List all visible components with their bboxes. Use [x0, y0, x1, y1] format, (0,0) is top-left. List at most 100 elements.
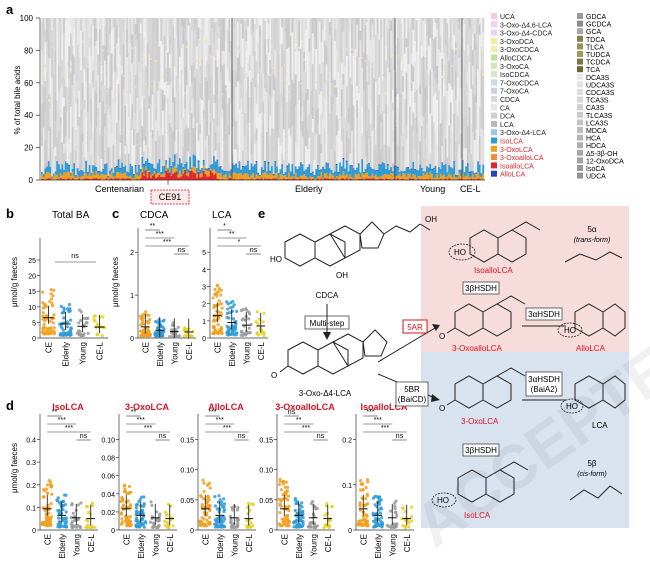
stacked-bar-segment — [230, 18, 233, 41]
stacked-bar-segment — [51, 47, 54, 59]
stacked-bar-segment — [286, 143, 289, 166]
stacked-bar-segment — [47, 178, 50, 180]
stacked-bar-segment — [472, 171, 474, 174]
legend-swatch — [491, 137, 497, 144]
stacked-bar-segment — [444, 176, 447, 179]
stacked-bar-segment — [414, 61, 417, 92]
stacked-bar-segment — [150, 18, 152, 53]
stacked-bar-segment — [282, 173, 285, 175]
stacked-bar-segment — [47, 162, 50, 172]
stacked-bar-segment — [213, 174, 215, 180]
stacked-bar-segment — [245, 128, 248, 166]
stacked-bar-segment — [412, 161, 415, 175]
stacked-bar-segment — [439, 123, 442, 170]
stacked-bar-segment — [282, 174, 285, 176]
panel-a-ytick-label: 100 — [20, 14, 34, 23]
stacked-bar-segment — [206, 135, 209, 169]
stacked-bar-segment — [426, 69, 428, 86]
stacked-bar-segment — [114, 46, 117, 49]
stacked-bar-segment — [69, 173, 72, 177]
stacked-bar-segment — [226, 29, 229, 70]
stacked-bar-segment — [182, 44, 185, 75]
data-point — [246, 501, 251, 506]
stacked-bar-segment — [167, 52, 169, 86]
data-point — [301, 522, 305, 526]
stacked-bar-segment — [182, 173, 185, 180]
stacked-bar-segment — [436, 83, 439, 101]
stacked-bar-segment — [349, 153, 352, 165]
stacked-bar-segment — [426, 49, 428, 70]
stacked-bar-segment — [211, 164, 214, 165]
stacked-bar-segment — [136, 174, 139, 180]
stacked-bar-segment — [240, 179, 243, 180]
stacked-bar-segment — [165, 103, 168, 116]
stacked-bar-segment — [388, 18, 391, 29]
stacked-bar-segment — [78, 91, 81, 117]
stacked-bar-segment — [104, 174, 106, 180]
stacked-bar-segment — [214, 57, 217, 60]
stacked-bar-segment — [100, 40, 103, 66]
stacked-bar-segment — [482, 18, 485, 33]
stacked-bar-segment — [441, 70, 444, 98]
stacked-bar-segment — [69, 176, 72, 180]
stacked-bar-segment — [369, 99, 372, 125]
stacked-bar-segment — [299, 48, 302, 80]
stacked-bar-segment — [199, 98, 202, 125]
stacked-bar-segment — [390, 167, 393, 169]
stacked-bar-segment — [199, 29, 202, 66]
stacked-bar-segment — [325, 79, 328, 101]
data-point — [134, 506, 138, 510]
stacked-bar-segment — [218, 142, 221, 167]
stacked-bar-segment — [126, 163, 129, 172]
data-point — [285, 489, 289, 493]
stacked-bar-segment — [409, 170, 411, 174]
stacked-bar-segment — [412, 81, 415, 113]
stacked-bar-segment — [356, 24, 359, 56]
stacked-bar-segment — [54, 173, 57, 180]
stacked-bar-segment — [298, 178, 301, 180]
stacked-bar-segment — [112, 27, 115, 55]
stacked-bar-segment — [402, 91, 405, 134]
trans-form-conformer — [564, 251, 623, 263]
stacked-bar-segment — [282, 87, 285, 130]
stacked-bar-segment — [255, 179, 258, 180]
stacked-bar-segment — [196, 177, 198, 180]
stacked-bar-segment — [294, 105, 297, 143]
data-point — [202, 489, 206, 494]
stacked-bar-segment — [332, 79, 335, 105]
stacked-bar-segment — [420, 176, 423, 180]
stacked-bar-segment — [138, 32, 141, 63]
stacked-bar-segment — [63, 152, 66, 170]
stacked-bar-segment — [180, 69, 183, 97]
stacked-bar-segment — [187, 176, 190, 180]
stacked-bar-segment — [276, 178, 279, 180]
dotplot-ytick-label: 0.05 — [180, 498, 194, 505]
stacked-bar-segment — [223, 171, 226, 172]
stacked-bar-segment — [236, 174, 239, 180]
stacked-bar-segment — [71, 168, 74, 172]
stacked-bar-segment — [325, 135, 328, 163]
stacked-bar-segment — [412, 129, 415, 162]
stacked-bar-segment — [303, 18, 306, 52]
stacked-bar-segment — [417, 154, 420, 171]
stacked-bar-segment — [262, 138, 265, 154]
stacked-bar-segment — [460, 158, 463, 170]
stacked-bar-segment — [340, 89, 343, 117]
legend-label: GDCA — [586, 14, 607, 21]
stacked-bar-segment — [274, 161, 277, 174]
stacked-bar-segment — [87, 59, 89, 68]
stacked-bar-segment — [143, 164, 146, 175]
stacked-bar-segment — [286, 178, 289, 180]
stacked-bar-segment — [88, 47, 91, 84]
stacked-bar-segment — [104, 18, 106, 26]
data-point — [375, 495, 379, 499]
stacked-bar-segment — [144, 145, 147, 161]
stacked-bar-segment — [322, 18, 325, 31]
stacked-bar-segment — [42, 101, 45, 128]
stacked-bar-segment — [306, 99, 309, 117]
stacked-bar-segment — [465, 166, 468, 168]
stacked-bar-segment — [397, 108, 400, 145]
stacked-bar-segment — [88, 37, 91, 48]
stacked-bar-segment — [478, 164, 481, 177]
stacked-bar-segment — [95, 166, 98, 172]
